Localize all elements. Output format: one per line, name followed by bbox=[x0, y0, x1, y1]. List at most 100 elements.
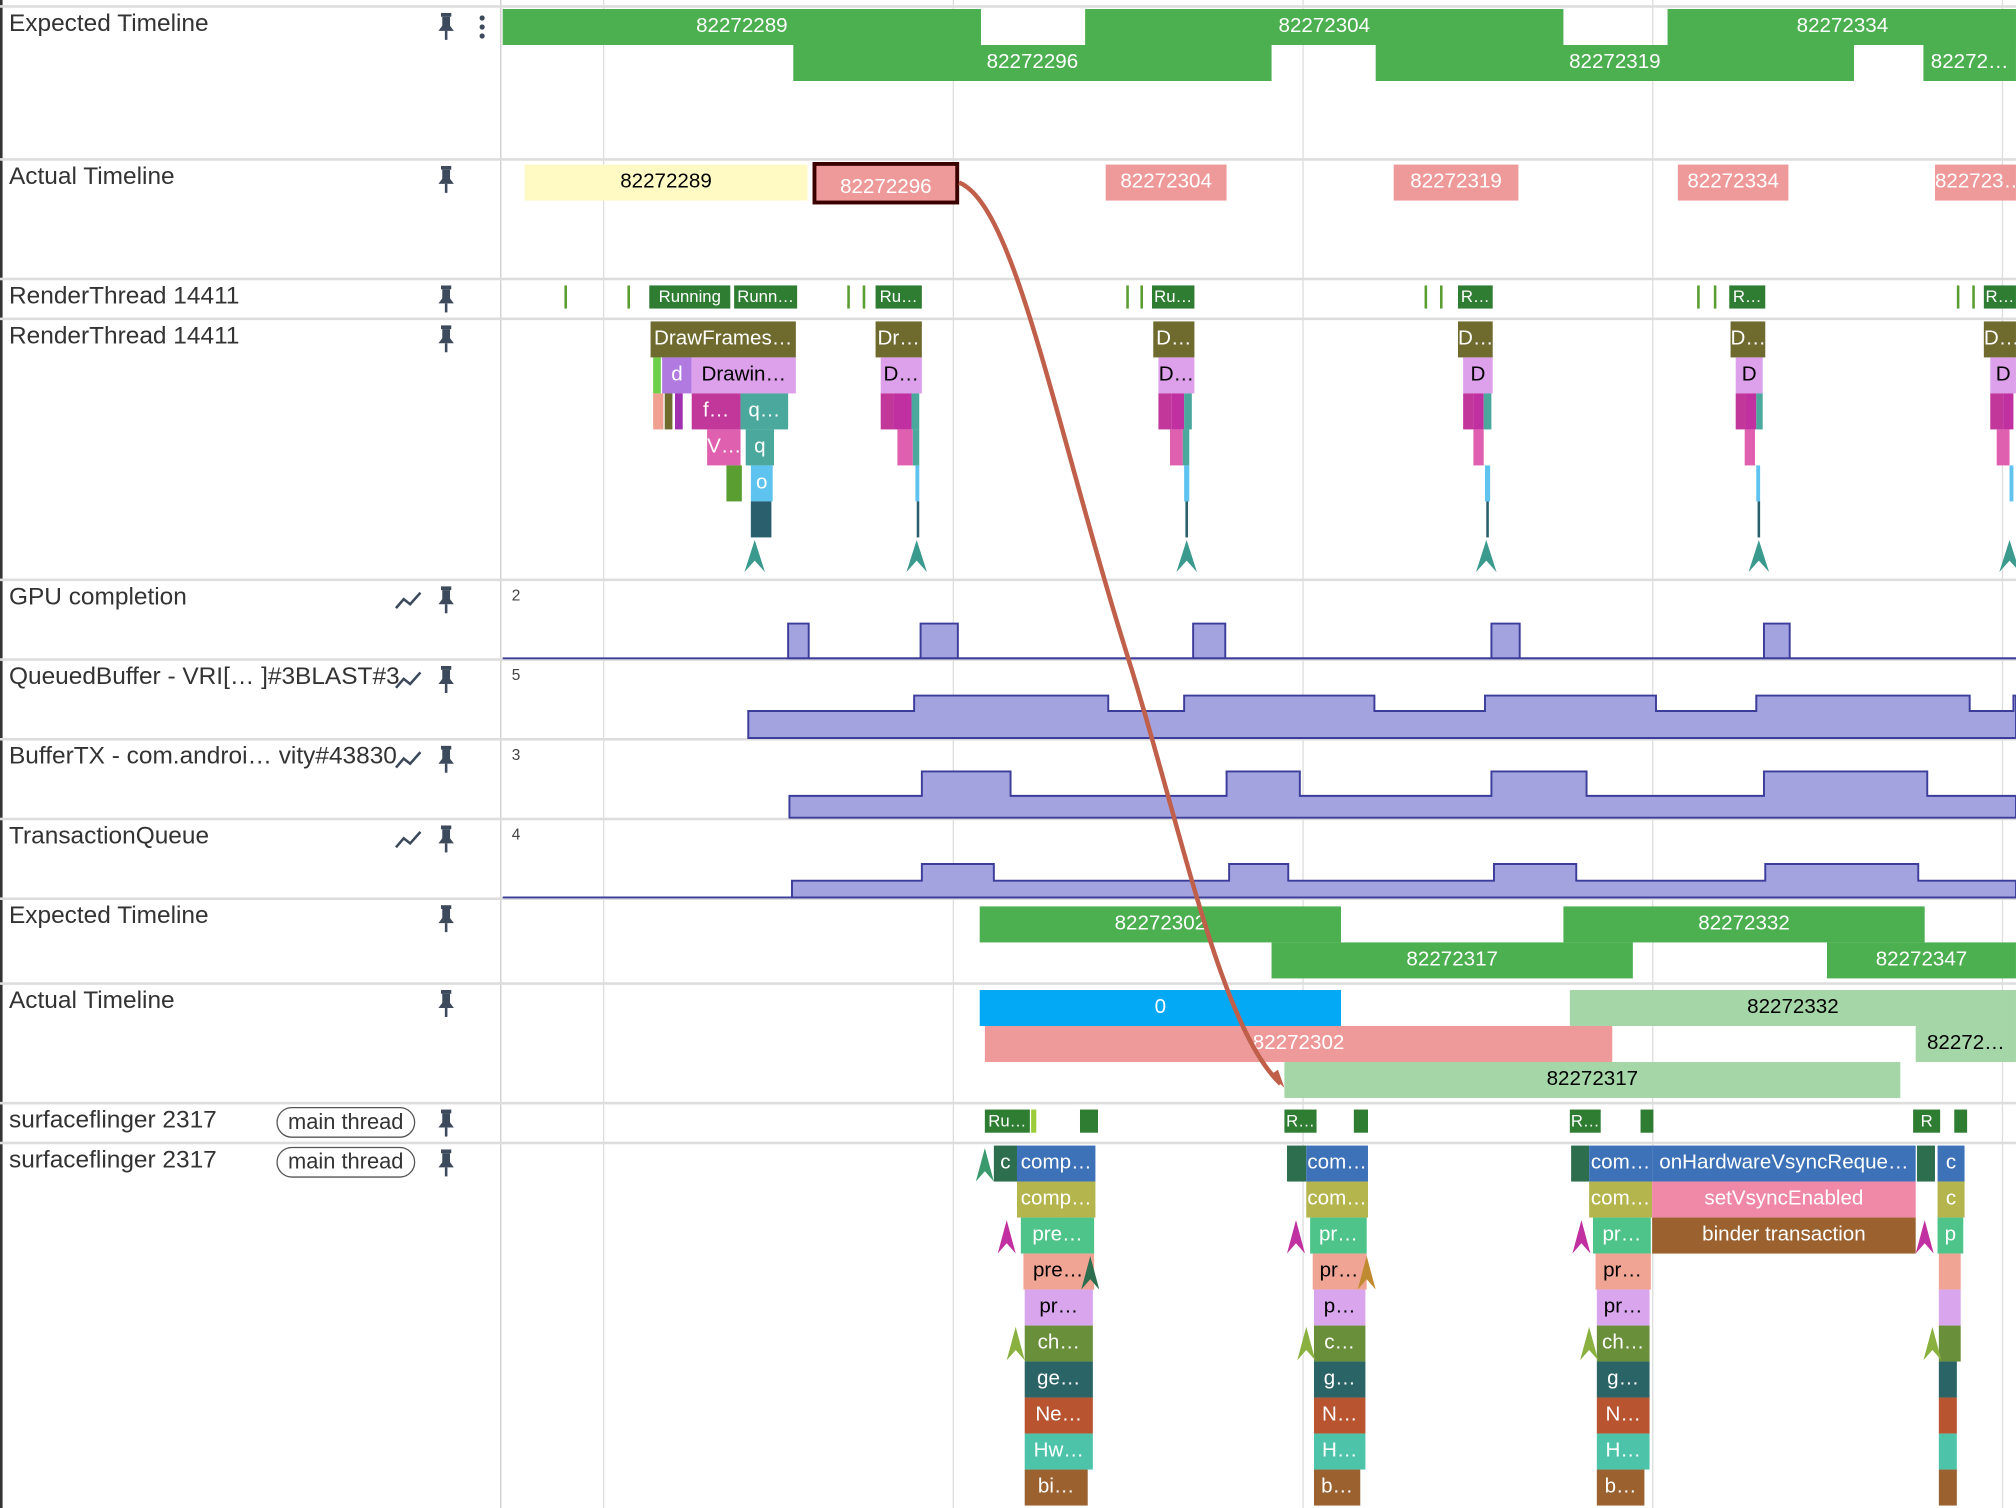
actual-frame-slice[interactable]: 82272319 bbox=[1393, 164, 1519, 201]
render-slice[interactable]: DrawFrames… bbox=[650, 321, 796, 358]
sf-slice[interactable]: N… bbox=[1596, 1397, 1650, 1434]
expected-frame-slice[interactable]: 82272296 bbox=[793, 44, 1272, 81]
slice[interactable] bbox=[653, 357, 661, 394]
thread-state-slice[interactable] bbox=[1439, 285, 1443, 309]
slice[interactable] bbox=[1473, 429, 1484, 466]
slice[interactable] bbox=[1938, 1253, 1961, 1290]
pin-icon[interactable] bbox=[437, 989, 455, 1018]
thread-state-slice[interactable] bbox=[627, 285, 630, 309]
slice[interactable] bbox=[1182, 429, 1190, 466]
slice[interactable] bbox=[1486, 501, 1489, 538]
sf-slice[interactable]: g… bbox=[1596, 1361, 1650, 1398]
render-slice[interactable]: D… bbox=[880, 357, 922, 394]
render-slice[interactable]: D bbox=[1463, 357, 1493, 394]
render-slice[interactable]: D bbox=[1735, 357, 1763, 394]
sf-slice[interactable]: p bbox=[1937, 1217, 1964, 1254]
sf-slice[interactable]: c… bbox=[1313, 1325, 1366, 1362]
pin-icon[interactable] bbox=[437, 586, 455, 614]
thread-state-running[interactable]: R… bbox=[1457, 285, 1493, 309]
render-slice[interactable]: D bbox=[1990, 357, 2016, 394]
sf-slice[interactable]: pre… bbox=[1022, 1253, 1094, 1290]
expected-frame-slice[interactable]: 82272332 bbox=[1563, 906, 1925, 943]
render-slice[interactable]: D… bbox=[1730, 321, 1766, 358]
slice[interactable] bbox=[1757, 501, 1761, 538]
render-slice[interactable]: V… bbox=[707, 429, 741, 466]
expected-frame-slice[interactable]: 82272302 bbox=[979, 906, 1341, 943]
sf-slice[interactable]: com… bbox=[1589, 1181, 1653, 1218]
actual-frame-slice[interactable]: 822723… bbox=[1934, 164, 2016, 201]
sf-slice[interactable]: pr… bbox=[1310, 1217, 1367, 1254]
sf-slice[interactable]: pr… bbox=[1592, 1217, 1651, 1254]
pin-icon[interactable] bbox=[437, 12, 455, 41]
slice[interactable] bbox=[912, 429, 920, 466]
slice[interactable] bbox=[1185, 501, 1188, 538]
slice[interactable] bbox=[1756, 465, 1761, 502]
expected-frame-slice[interactable]: 82272289 bbox=[502, 8, 981, 45]
sf-slice[interactable]: bi… bbox=[1024, 1469, 1088, 1506]
slice[interactable] bbox=[664, 393, 673, 430]
sf-slice[interactable]: H… bbox=[1596, 1433, 1650, 1470]
slice[interactable] bbox=[1938, 1469, 1957, 1506]
thread-state-slice[interactable] bbox=[847, 285, 850, 309]
pin-icon[interactable] bbox=[437, 745, 455, 774]
sf-slice[interactable]: ge… bbox=[1024, 1361, 1093, 1398]
slice[interactable] bbox=[1954, 1109, 1968, 1133]
sf-slice[interactable]: b… bbox=[1313, 1469, 1361, 1506]
slice[interactable] bbox=[1996, 429, 2010, 466]
slice[interactable] bbox=[1484, 465, 1491, 502]
pin-icon[interactable] bbox=[437, 665, 455, 694]
sf-slice[interactable]: N… bbox=[1313, 1397, 1366, 1434]
render-slice[interactable]: D… bbox=[1983, 321, 2016, 358]
sf-slice[interactable]: pre… bbox=[1020, 1217, 1095, 1254]
thread-state-slice[interactable] bbox=[1972, 285, 1975, 309]
actual-frame-slice[interactable]: 82272332 bbox=[1569, 989, 2016, 1026]
sf-slice[interactable]: c bbox=[993, 1145, 1017, 1182]
slice[interactable] bbox=[916, 501, 920, 538]
sf-slice[interactable]: g… bbox=[1313, 1361, 1366, 1398]
slice[interactable] bbox=[1938, 1361, 1957, 1398]
thread-state-running[interactable]: Ru… bbox=[984, 1109, 1030, 1133]
thread-state-running[interactable]: R… bbox=[1284, 1109, 1317, 1133]
sf-slice[interactable]: pr… bbox=[1594, 1253, 1651, 1290]
slice[interactable] bbox=[1756, 393, 1763, 430]
slice[interactable] bbox=[1938, 1289, 1961, 1326]
render-slice[interactable]: D… bbox=[1153, 321, 1195, 358]
slice[interactable] bbox=[726, 465, 742, 502]
pin-icon[interactable] bbox=[437, 285, 455, 313]
slice[interactable] bbox=[1483, 393, 1492, 430]
slice[interactable] bbox=[653, 393, 664, 430]
thread-state-running[interactable]: Ru… bbox=[875, 285, 922, 309]
slice[interactable] bbox=[1745, 393, 1757, 430]
sf-slice[interactable]: binder transaction bbox=[1652, 1217, 1916, 1254]
expected-frame-slice[interactable]: 82272319 bbox=[1375, 44, 1854, 81]
actual-frame-slice[interactable]: 82272289 bbox=[524, 164, 808, 201]
sf-slice[interactable]: b… bbox=[1596, 1469, 1645, 1506]
actual-frame-slice[interactable]: 82272334 bbox=[1677, 164, 1789, 201]
slice[interactable] bbox=[750, 501, 772, 538]
render-slice[interactable]: o bbox=[750, 465, 773, 502]
slice[interactable] bbox=[911, 393, 920, 430]
line-chart-icon[interactable] bbox=[395, 589, 423, 612]
slice[interactable] bbox=[1169, 429, 1183, 466]
slice[interactable] bbox=[1286, 1145, 1307, 1182]
thread-state-slice[interactable] bbox=[1140, 285, 1143, 309]
render-slice[interactable]: q… bbox=[740, 393, 789, 430]
slice[interactable] bbox=[1473, 393, 1484, 430]
sf-slice[interactable]: c bbox=[1937, 1145, 1965, 1182]
pin-icon[interactable] bbox=[437, 325, 455, 353]
thread-state-running[interactable]: R… bbox=[1983, 285, 2016, 309]
thread-state-slice[interactable] bbox=[1956, 285, 1960, 309]
render-slice[interactable]: q bbox=[745, 429, 774, 466]
slice[interactable] bbox=[1079, 1109, 1098, 1133]
thread-state-slice[interactable] bbox=[564, 285, 567, 309]
sf-slice[interactable]: onHardwareVsyncReque… bbox=[1652, 1145, 1916, 1182]
sf-slice[interactable]: com… bbox=[1589, 1145, 1653, 1182]
actual-frame-slice[interactable]: 82272… bbox=[1915, 1025, 2016, 1062]
thread-state-running[interactable]: R bbox=[1913, 1109, 1941, 1133]
expected-frame-slice[interactable]: 82272317 bbox=[1271, 942, 1633, 979]
sf-slice[interactable]: com… bbox=[1306, 1145, 1368, 1182]
line-chart-icon[interactable] bbox=[395, 748, 423, 771]
slice[interactable] bbox=[1938, 1433, 1957, 1470]
render-slice[interactable]: f… bbox=[691, 393, 741, 430]
sf-slice[interactable]: p… bbox=[1313, 1289, 1366, 1326]
